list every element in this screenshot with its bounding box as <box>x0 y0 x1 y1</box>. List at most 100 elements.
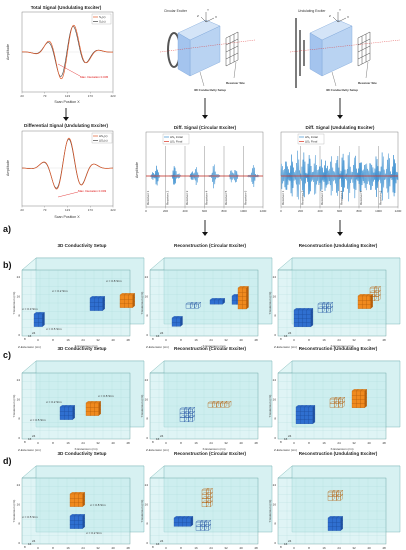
x-tick: 48 <box>382 546 386 550</box>
y-tick: 8 <box>18 314 20 318</box>
y-tick: 8 <box>274 417 276 421</box>
x-axis-label: X-Extension (cm) <box>330 447 353 451</box>
x-tick: 24 <box>81 338 85 342</box>
x-tick: 40 <box>367 546 371 550</box>
xtick-label: 0 <box>280 209 282 213</box>
total-legend <box>91 13 112 25</box>
y-tick: 16 <box>17 502 21 506</box>
y-tick: 16 <box>273 502 277 506</box>
undulating-axis-x: X <box>347 15 349 19</box>
diff-undulating-legend-initial: ΔS₁ Initial <box>305 135 318 139</box>
circular-axis-x: X <box>215 15 217 19</box>
y-tick: 16 <box>145 294 149 298</box>
x-tick: 0 <box>37 441 39 445</box>
y-tick: 8 <box>18 522 20 526</box>
x-tick: 0 <box>37 546 39 550</box>
x-tick: 32 <box>352 546 356 550</box>
x-tick: 0 <box>293 441 295 445</box>
differential-legend-s2: ΔS₂(x) <box>99 139 108 143</box>
x-tick: 32 <box>224 546 228 550</box>
z-tick: 8 <box>24 440 26 444</box>
xtick-label: 600 <box>202 209 207 213</box>
receiver-label: Receiver 3 <box>185 190 189 205</box>
x-tick: 0 <box>165 441 167 445</box>
x-tick: 24 <box>337 546 341 550</box>
y-tick: 0 <box>274 436 276 440</box>
conductivity-label: σ = 0.2 S/m <box>46 400 62 404</box>
undulating-axis-z: Z <box>329 14 331 18</box>
x-tick: 16 <box>322 546 326 550</box>
x-tick: 48 <box>126 441 130 445</box>
x-tick: 40 <box>367 441 371 445</box>
x-tick: 8 <box>180 338 182 342</box>
x-tick: 32 <box>96 441 100 445</box>
y-tick: 16 <box>17 397 21 401</box>
x-tick: 48 <box>126 546 130 550</box>
diff-circular-legend-final: ΔS₁ Final <box>170 140 183 144</box>
diff-circular-ylabel: Amplitude <box>135 162 139 178</box>
x-tick: 40 <box>111 546 115 550</box>
panel-c-und: Reconstruction (Undulating Exciter)08162… <box>268 346 401 452</box>
y-axis-label: Y-Extension (cm) <box>140 395 144 418</box>
x-tick: 0 <box>165 546 167 550</box>
setup-diagram-undulating: Undulating Exciter Y X Z 3D Conductivity… <box>289 8 401 92</box>
z-tick: 24 <box>160 331 164 335</box>
x-tick: 24 <box>81 546 85 550</box>
differential-signal-plot: Differential Signal (Undulating Exciter)… <box>6 123 116 219</box>
y-tick: 0 <box>274 333 276 337</box>
diff-signal-undulating-plot: Diff. Signal (Undulating Exciter) ΔS₁ In… <box>280 125 401 213</box>
circular-axis-z: Z <box>197 14 199 18</box>
differential-legend-s1: ΔS₁(x) <box>99 134 108 138</box>
x-axis-label: X-Extension (cm) <box>74 344 97 348</box>
xtick-label: 123 <box>65 94 70 98</box>
y-tick: 0 <box>18 333 20 337</box>
x-tick: 32 <box>96 338 100 342</box>
y-tick: 24 <box>145 275 149 279</box>
xtick-label: 0 <box>145 209 147 213</box>
xtick-label: 73 <box>43 94 47 98</box>
conductivity-label: σ = 0.2 S/m <box>52 289 68 293</box>
z-tick: 24 <box>32 539 36 543</box>
y-axis-label: Y-Extension (cm) <box>12 395 16 418</box>
x-tick: 8 <box>180 546 182 550</box>
panel-b-und: Reconstruction (Undulating Exciter)08162… <box>268 243 401 349</box>
z-axis-label: Z-Extension (cm) <box>274 448 297 452</box>
xtick-label: 123 <box>65 208 70 212</box>
undulating-setup-label: 3D Conductivity Setup <box>326 88 358 92</box>
x-tick: 0 <box>293 546 295 550</box>
x-tick: 24 <box>209 546 213 550</box>
conductivity-label: σ = 0.8 S/m <box>90 503 106 507</box>
panel-title: 3D Conductivity Setup <box>57 243 106 248</box>
panel-b-circ: Reconstruction (Circular Exciter)0816240… <box>140 243 273 349</box>
y-tick: 8 <box>146 314 148 318</box>
total-ylabel: Amplitude <box>6 44 10 60</box>
z-axis-label: Z-Extension (cm) <box>146 345 169 349</box>
row-label-b: b) <box>3 260 12 270</box>
undulating-axis-y: Y <box>339 8 341 12</box>
circular-setup-label: 3D Conductivity Setup <box>194 88 226 92</box>
x-axis-label: X-Extension (cm) <box>74 447 97 451</box>
conductivity-label: σ = 0.2 S/m <box>86 531 102 535</box>
x-tick: 8 <box>308 338 310 342</box>
total-legend-s2: S₂(x) <box>99 20 106 24</box>
receiver-label: Receiver 1 <box>281 190 285 205</box>
xtick-label: 173 <box>88 208 93 212</box>
xtick-label: 400 <box>317 209 322 213</box>
y-tick: 0 <box>18 541 20 545</box>
z-tick: 8 <box>152 440 154 444</box>
x-tick: 8 <box>308 441 310 445</box>
z-tick: 16 <box>156 334 160 338</box>
conductivity-label: σ = 0.5 S/m <box>22 515 38 519</box>
x-tick: 16 <box>322 338 326 342</box>
y-tick: 24 <box>273 483 277 487</box>
x-tick: 32 <box>96 546 100 550</box>
xtick-label: 600 <box>337 209 342 213</box>
differential-xticks: 23 73 123 173 223 <box>20 206 116 212</box>
y-tick: 24 <box>145 378 149 382</box>
diff-undulating-title: Diff. Signal (Undulating Exciter) <box>306 125 375 130</box>
panel-title: Reconstruction (Circular Exciter) <box>174 243 246 248</box>
z-axis-label: Z-Extension (cm) <box>18 448 41 452</box>
